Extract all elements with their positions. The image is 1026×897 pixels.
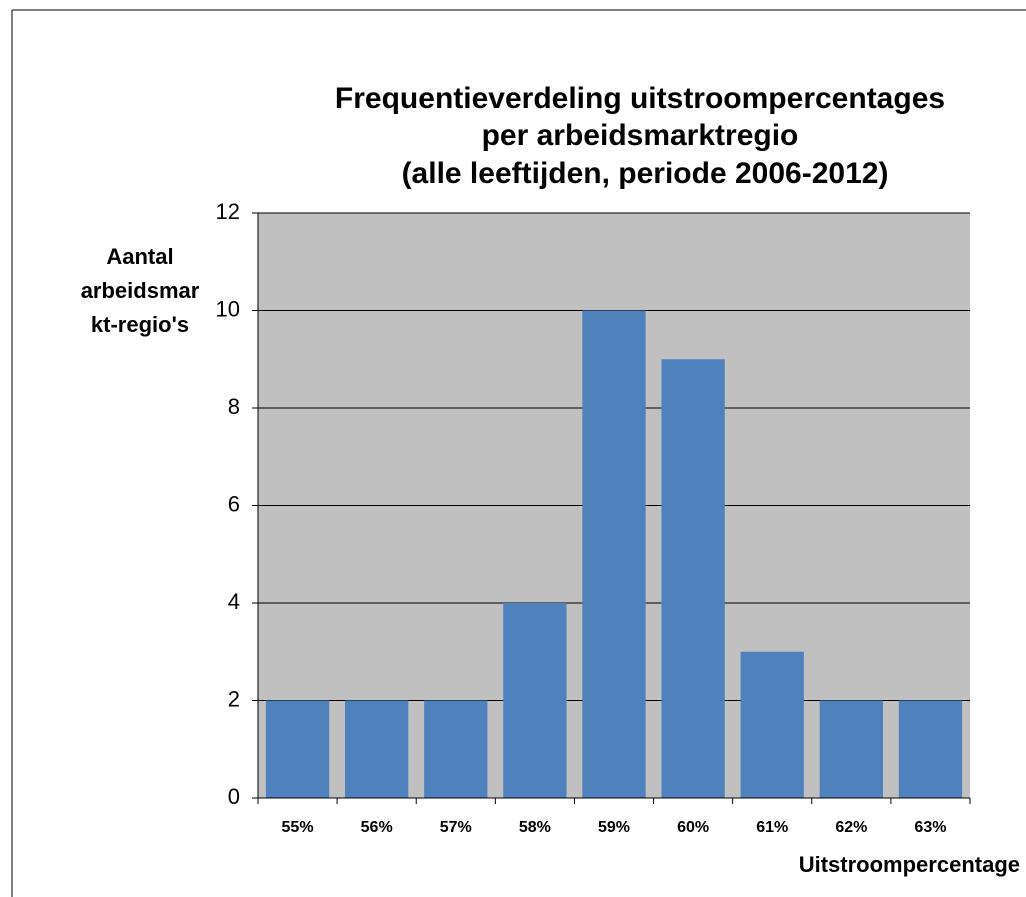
x-tick-label: 60% — [677, 819, 709, 836]
x-tick-label: 63% — [914, 819, 946, 836]
y-tick-label: 2 — [228, 686, 240, 711]
bar — [898, 700, 963, 798]
y-tick-label: 4 — [228, 589, 240, 614]
bar — [503, 603, 567, 798]
y-axis-label: Aantal — [106, 244, 173, 269]
chart-title: (alle leeftijden, periode 2006-2012) — [402, 157, 889, 190]
bar — [582, 310, 646, 798]
bar — [740, 651, 804, 798]
y-tick-label: 12 — [216, 199, 240, 224]
x-tick-label: 58% — [519, 819, 551, 836]
chart-title: Frequentieverdeling uitstroompercentages — [335, 82, 945, 115]
bar — [265, 700, 330, 798]
x-axis-label: Uitstroompercentage — [799, 852, 1020, 877]
chart-title: per arbeidsmarktregio — [482, 119, 799, 152]
bar — [819, 700, 883, 798]
y-axis-label: arbeidsmar — [81, 278, 200, 303]
x-tick-label: 56% — [361, 819, 393, 836]
y-tick-label: 6 — [228, 491, 240, 516]
x-tick-label: 55% — [282, 819, 314, 836]
y-tick-label: 8 — [228, 394, 240, 419]
bar — [661, 359, 725, 798]
y-tick-label: 10 — [216, 296, 240, 321]
x-tick-label: 57% — [440, 819, 472, 836]
x-tick-label: 61% — [756, 819, 788, 836]
bar — [345, 700, 409, 798]
y-tick-label: 0 — [228, 784, 240, 809]
x-tick-label: 59% — [598, 819, 630, 836]
bar — [424, 700, 488, 798]
x-tick-label: 62% — [835, 819, 867, 836]
y-axis-label: kt-regio's — [91, 312, 189, 337]
